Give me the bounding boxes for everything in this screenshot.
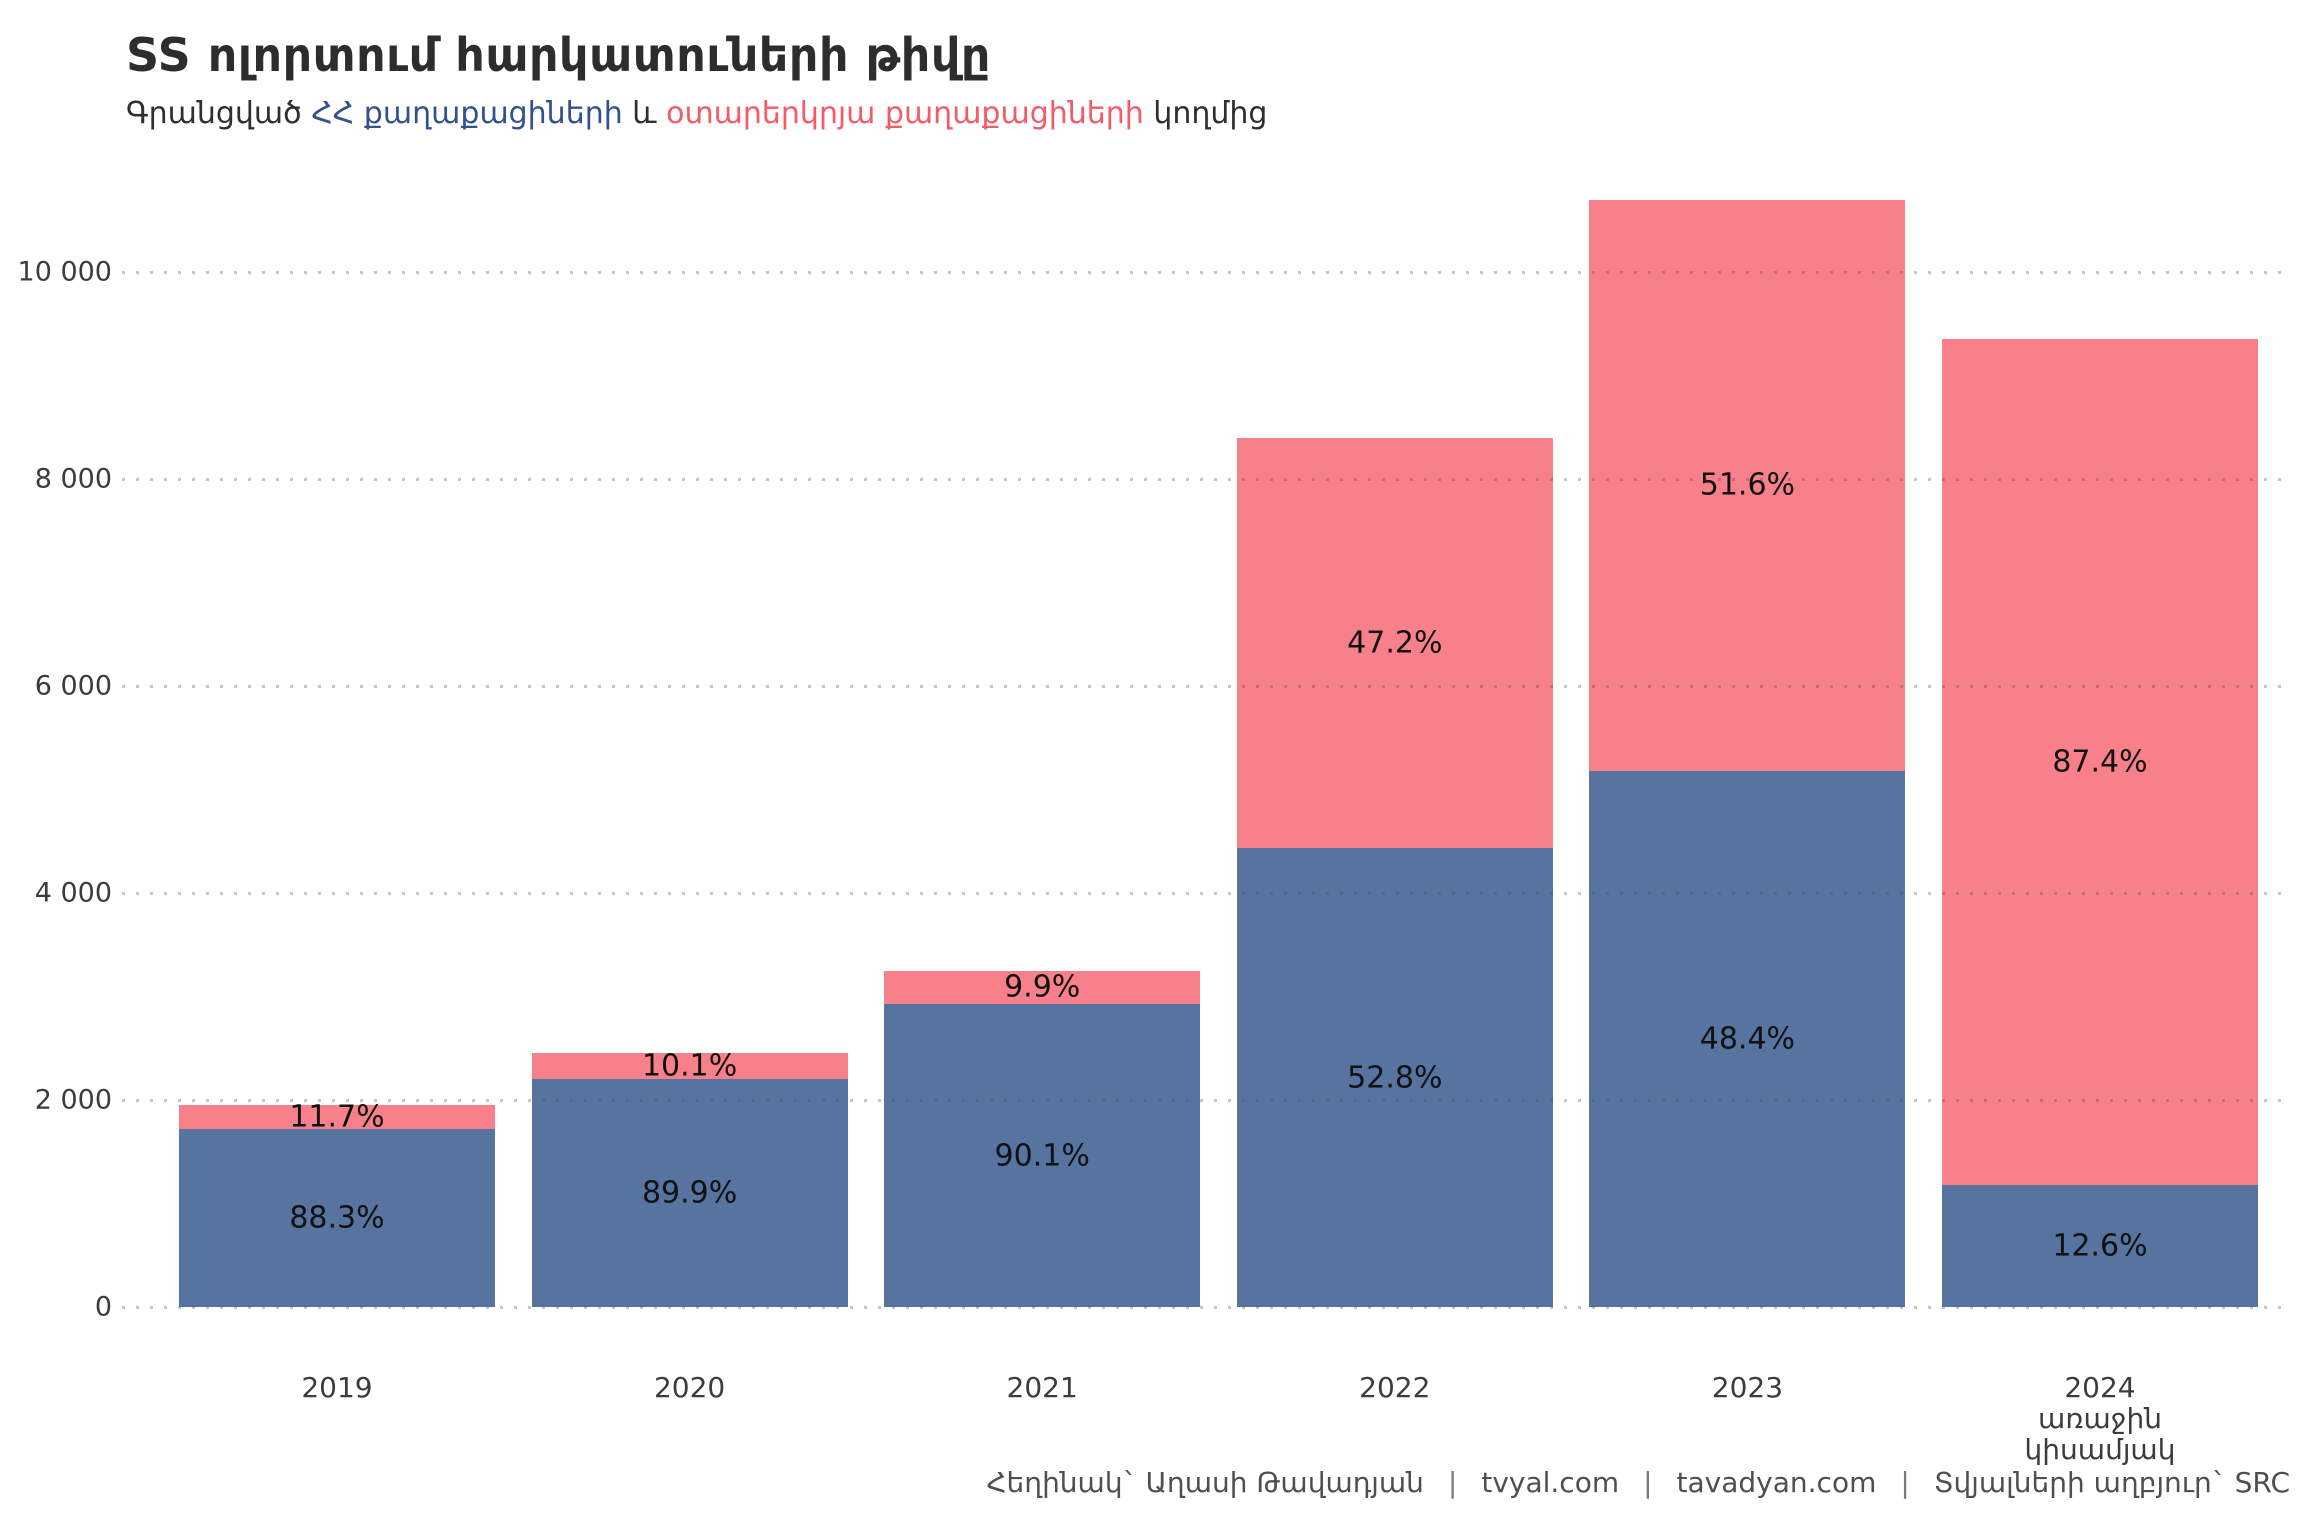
bar-segment-foreign-2023 <box>1589 199 1906 771</box>
bar-label-citizens-2024: 12.6% <box>2052 1228 2148 1264</box>
bar-label-foreign-2024: 87.4% <box>2052 744 2148 780</box>
gridline-10000 <box>122 270 2292 274</box>
y-axis-label-6000: 6 000 <box>34 670 112 702</box>
bar-segment-citizens-2024 <box>1942 1185 2258 1307</box>
bar-segment-foreign-2020 <box>531 1053 848 1079</box>
y-axis-label-4000: 4 000 <box>34 877 112 909</box>
bar-segment-citizens-2020 <box>531 1079 848 1307</box>
footer-separator: | <box>1900 1466 1910 1499</box>
x-axis-label-2023: 2023 <box>1711 1371 1784 1404</box>
bar-label-citizens-2021: 90.1% <box>994 1138 1090 1173</box>
chart-subtitle: Գրանցված ՀՀ քաղաքացիների և օտարերկրյա քա… <box>126 96 1267 131</box>
y-axis-label-10000: 10 000 <box>17 256 112 288</box>
bar-segment-citizens-2022 <box>1236 848 1553 1307</box>
bar-segment-foreign-2024 <box>1942 339 2258 1186</box>
bar-label-foreign-2019: 11.7% <box>289 1099 385 1135</box>
y-axis-label-0: 0 <box>94 1291 112 1323</box>
y-axis-label-2000: 2 000 <box>34 1084 112 1116</box>
bar-segment-citizens-2021 <box>884 1004 1201 1307</box>
footer-separator: | <box>1643 1466 1653 1499</box>
bar-segment-foreign-2019 <box>179 1105 495 1129</box>
footer-separator: | <box>1447 1466 1458 1499</box>
x-axis-label-2021: 2021 <box>1006 1371 1078 1404</box>
footer-caption: Հեղինակ` Աղասի Թավադյան | tvyal.com | tavady… <box>987 1466 2290 1499</box>
x-axis-label-2024: 2024 առաջին կիսամյակ <box>2024 1371 2176 1466</box>
bar-label-citizens-2020: 89.9% <box>641 1175 738 1211</box>
x-axis-label-2020: 2020 <box>653 1371 726 1404</box>
y-axis-label-8000: 8 000 <box>34 463 112 495</box>
bar-segment-citizens-2019 <box>179 1128 495 1307</box>
chart-title: SS ոլորտում հարկատուների թիվը <box>126 28 991 82</box>
footer-source: Տվյալների աղբյուր` SRC <box>1933 1466 2290 1499</box>
bar-label-foreign-2022: 47.2% <box>1347 625 1443 661</box>
footer-site-tavadyan: tavadyan.com <box>1676 1466 1877 1499</box>
subtitle-blue-highlight: ՀՀ քաղաքացիների <box>311 96 623 131</box>
subtitle-red-highlight: օտարերկրյա քաղաքացիների <box>666 96 1144 131</box>
subtitle-part2: և <box>622 96 667 131</box>
bar-label-citizens-2019: 88.3% <box>289 1200 385 1236</box>
footer-author: Հեղինակ` Աղասի Թավադյան <box>986 1466 1424 1499</box>
x-axis-label-2019: 2019 <box>301 1371 373 1404</box>
subtitle-part1: Գրանցված <box>126 96 312 131</box>
bar-label-citizens-2023: 48.4% <box>1699 1021 1796 1057</box>
bar-label-foreign-2021: 9.9% <box>1004 969 1081 1005</box>
bar-label-foreign-2020: 10.1% <box>641 1048 738 1084</box>
x-axis-label-2022: 2022 <box>1359 1371 1431 1404</box>
bar-label-citizens-2022: 52.8% <box>1347 1060 1443 1095</box>
bar-segment-foreign-2022 <box>1236 437 1553 848</box>
bar-segment-foreign-2021 <box>884 970 1201 1004</box>
subtitle-part3: կողմից <box>1143 96 1268 131</box>
bar-label-foreign-2023: 51.6% <box>1699 467 1796 503</box>
bar-segment-citizens-2023 <box>1589 771 1906 1307</box>
footer-site-tvyal: tvyal.com <box>1481 1466 1620 1499</box>
